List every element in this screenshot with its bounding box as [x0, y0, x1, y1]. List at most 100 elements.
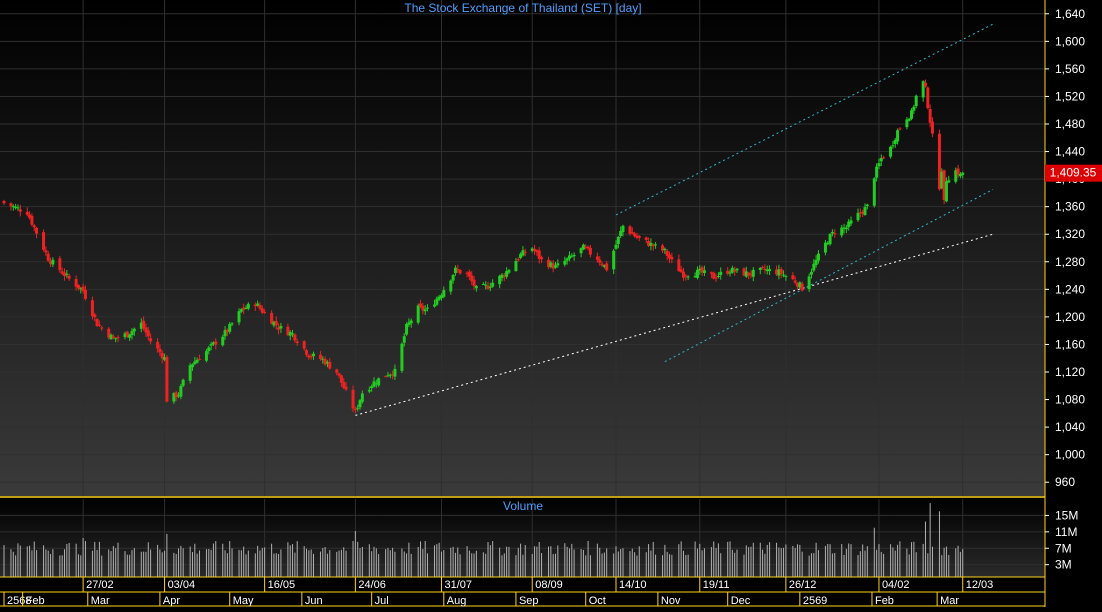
month-label-6: Jul [375, 595, 389, 607]
volume-bar-2025-10-15 [617, 551, 619, 577]
candle-body [156, 341, 160, 349]
volume-bar-2025-04-11 [182, 548, 184, 577]
candle-body [812, 263, 816, 271]
candle-body [328, 361, 332, 369]
candle-2025-03-20 [130, 328, 134, 340]
candle-body [344, 386, 348, 390]
candle-2026-01-22 [847, 218, 851, 231]
candle-2025-09-25 [570, 253, 574, 258]
candle-2025-04-22 [207, 345, 211, 355]
volume-bar-2025-03-06 [98, 541, 100, 577]
candle-2025-02-27 [81, 283, 85, 294]
volume-tick-label-1: 11M [1055, 525, 1077, 539]
month-label-13: Feb [875, 595, 894, 607]
candle-2025-10-21 [630, 227, 634, 235]
candle-body [307, 355, 311, 358]
candle-2026-01-30 [865, 203, 869, 210]
volume-bar-2025-07-16 [406, 553, 408, 577]
volume-bar-2025-02-21 [68, 542, 70, 577]
volume-bar-2026-01-19 [841, 544, 843, 577]
candle-2025-10-10 [605, 260, 609, 272]
candle-2025-07-18 [409, 318, 413, 328]
candle-body [486, 285, 490, 289]
volume-bar-2025-05-19 [271, 543, 273, 577]
price-tick-label-16: 1,600 [1055, 34, 1085, 48]
candle-2025-07-31 [439, 293, 443, 301]
volume-bar-2025-05-26 [287, 542, 289, 577]
candle-2025-04-01 [158, 344, 162, 357]
volume-bar-2025-12-12 [752, 542, 754, 577]
volume-bar-2025-07-22 [420, 541, 422, 577]
candle-2025-09-10 [535, 249, 539, 256]
candle-body [377, 378, 381, 386]
price-tick-label-13: 1,480 [1055, 117, 1085, 131]
volume-bar-2026-03-05 [945, 546, 947, 577]
volume-bar-2025-07-25 [427, 553, 429, 577]
candle-body [856, 212, 860, 221]
candle-2025-10-22 [633, 231, 637, 238]
candle-body [807, 276, 811, 290]
candle-2025-12-17 [763, 264, 767, 274]
volume-bar-2025-04-30 [226, 553, 228, 577]
volume-bar-2025-03-04 [94, 541, 96, 577]
candle-2025-02-05 [30, 213, 34, 227]
candle-2025-07-14 [400, 342, 404, 373]
candle-2025-02-03 [25, 207, 29, 217]
volume-bar-2025-05-08 [245, 554, 247, 577]
candle-2025-07-22 [419, 299, 423, 309]
candle-2025-02-17 [58, 255, 62, 273]
volume-bar-2026-03-12 [962, 548, 964, 577]
candle-body [628, 226, 632, 234]
candle-2025-11-10 [677, 254, 681, 272]
candle-2026-01-26 [856, 208, 860, 222]
month-label-0: 2568 [7, 595, 31, 607]
candle-body [139, 322, 143, 329]
candle-body [600, 263, 604, 266]
candle-body [14, 206, 18, 208]
month-label-3: Apr [163, 595, 180, 607]
candle-body [584, 246, 588, 248]
candle-body [372, 381, 376, 387]
volume-bar-2025-09-03 [520, 543, 522, 577]
candle-2025-03-26 [144, 323, 148, 337]
candle-2025-06-19 [342, 378, 346, 390]
candle-2025-10-13 [612, 248, 616, 275]
candle-2025-04-21 [204, 348, 208, 363]
candle-2025-04-03 [163, 353, 167, 362]
candle-2025-10-16 [619, 226, 623, 239]
candle-body [225, 329, 229, 333]
candle-body [661, 245, 665, 251]
volume-bar-2025-04-17 [196, 553, 198, 577]
volume-bar-2025-10-23 [636, 555, 638, 577]
candle-body [958, 174, 962, 177]
candle-2026-02-03 [875, 163, 879, 182]
volume-bar-2025-09-26 [573, 549, 575, 577]
candle-body [700, 267, 704, 273]
candle-2025-04-18 [197, 354, 201, 361]
volume-bar-2026-02-13 [899, 541, 901, 577]
candle-2026-01-08 [814, 255, 818, 268]
candle-body [63, 272, 67, 276]
candle-body [400, 343, 404, 371]
candle-2025-05-14 [258, 302, 262, 311]
volume-bar-2025-11-14 [687, 554, 689, 577]
candle-2025-03-28 [149, 333, 153, 345]
candle-2025-07-03 [374, 379, 378, 388]
candle-body [244, 308, 248, 310]
volume-bar-2025-02-25 [77, 554, 79, 577]
price-tick-label-14: 1,520 [1055, 89, 1085, 103]
candle-2025-05-15 [260, 305, 264, 315]
candle-2025-02-21 [67, 273, 71, 281]
candle-2025-03-18 [125, 330, 129, 338]
candle-body [277, 327, 281, 330]
volume-bar-2025-12-08 [743, 554, 745, 577]
candle-2025-09-12 [540, 255, 544, 263]
candle-body [502, 275, 506, 277]
volume-bar-2025-08-08 [459, 554, 461, 577]
candle-body [547, 259, 551, 268]
candle-2025-12-29 [791, 272, 795, 281]
candle-2025-04-15 [190, 363, 194, 371]
candle-2025-12-22 [775, 265, 779, 277]
last-price-tag: 1,409.35 [1045, 164, 1102, 182]
candle-2026-02-04 [877, 158, 881, 170]
